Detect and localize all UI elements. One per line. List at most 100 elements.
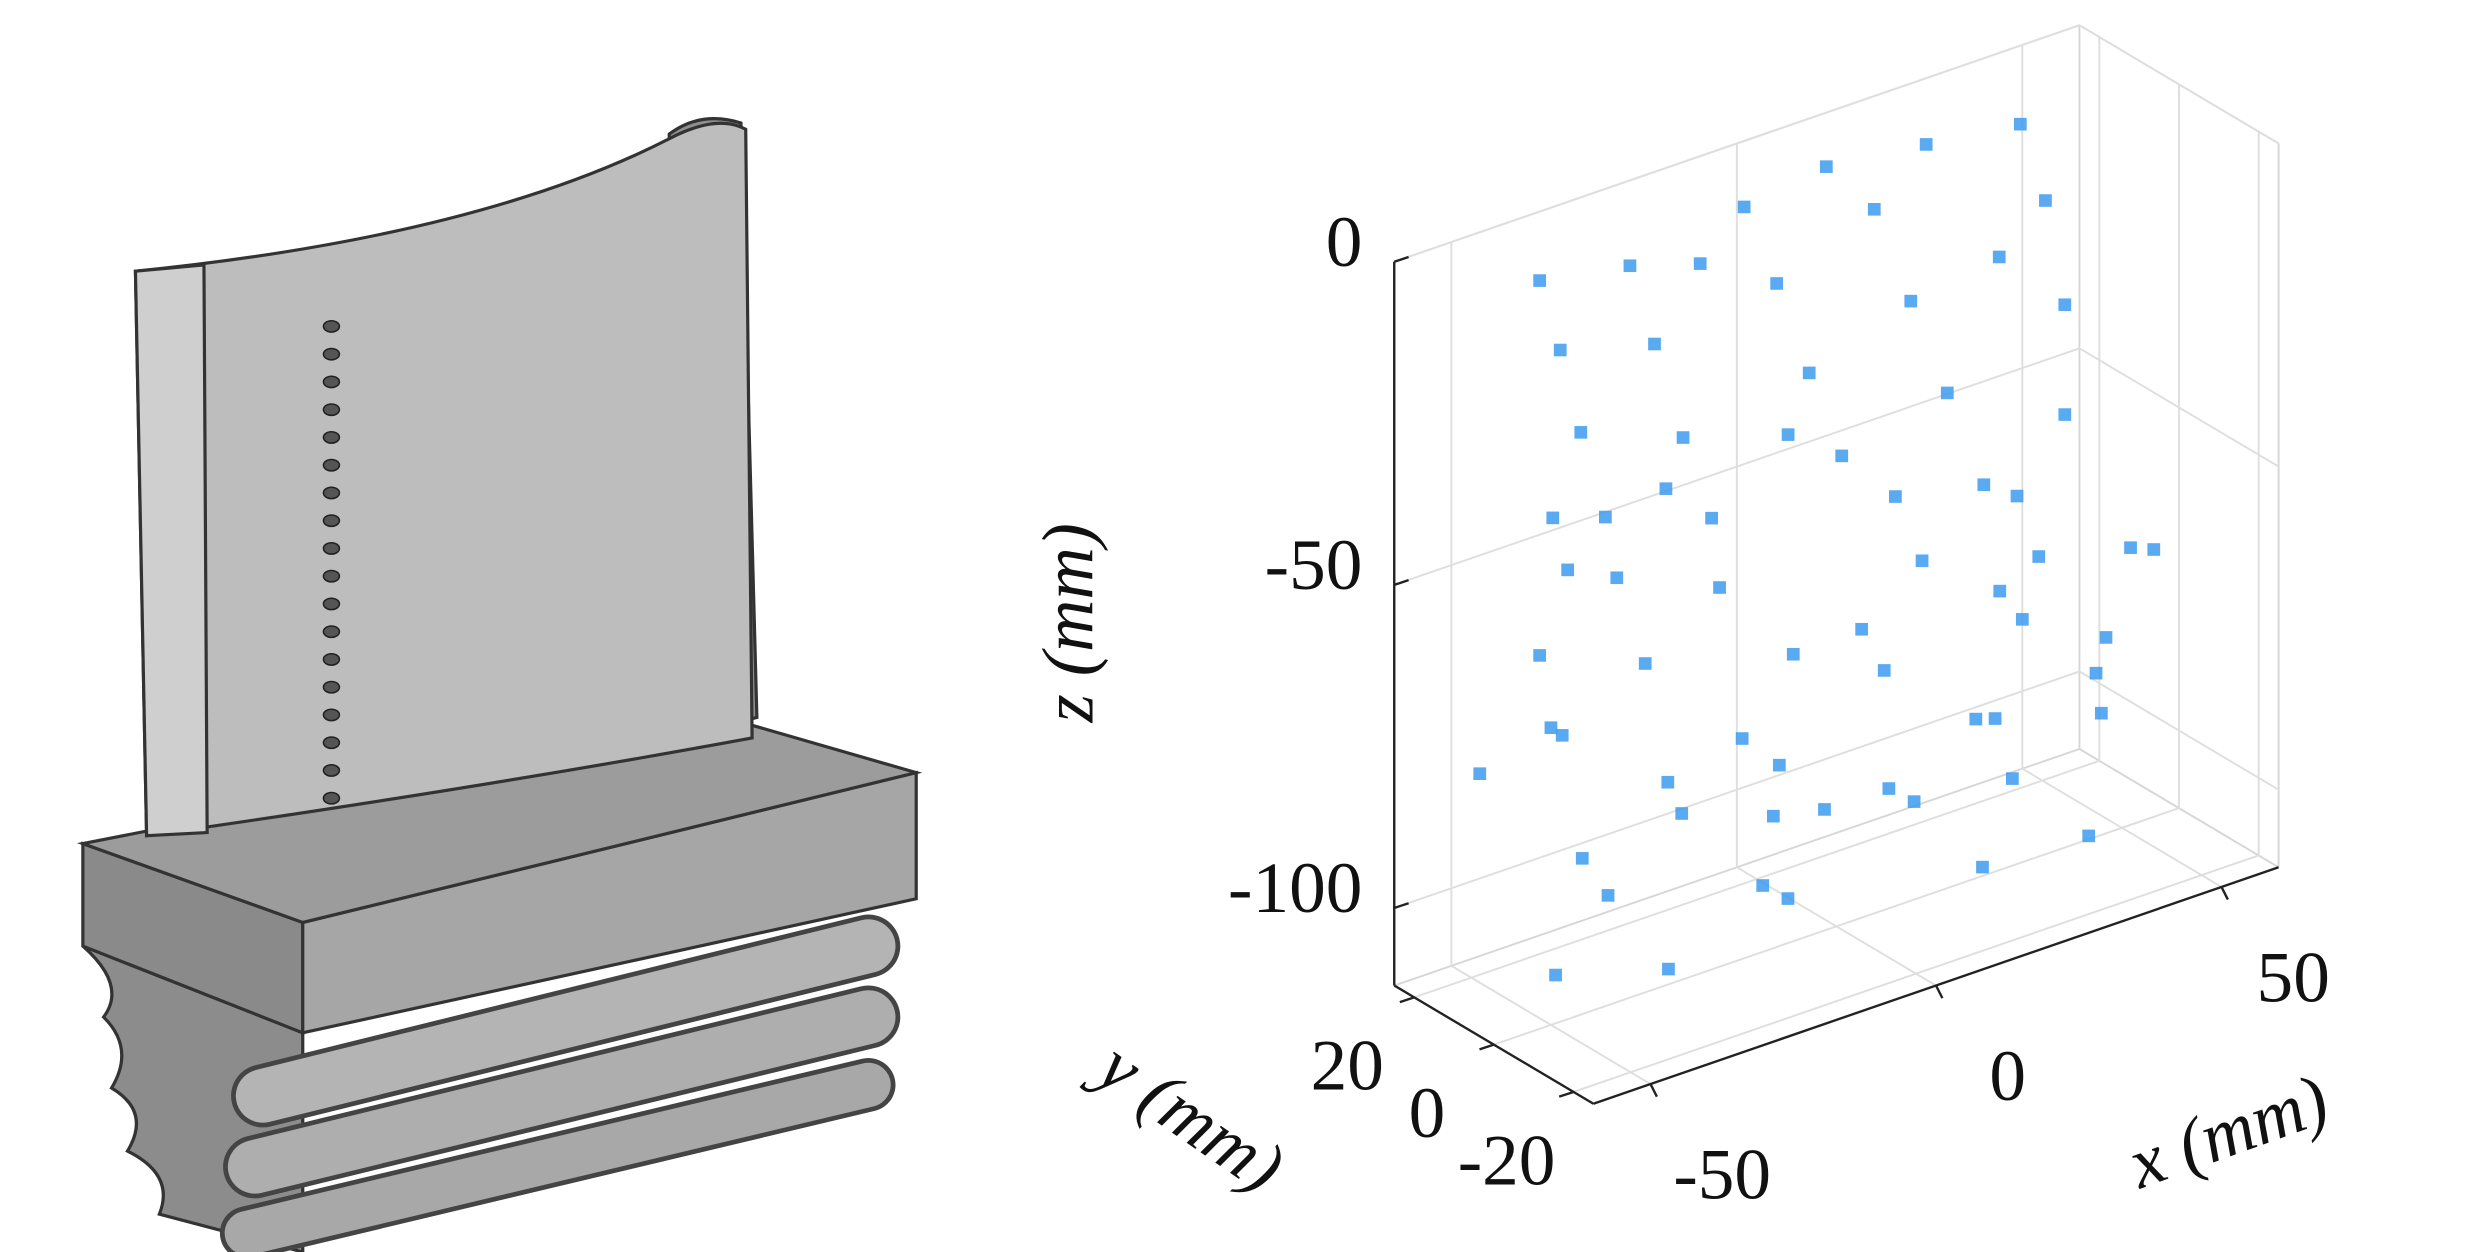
y-grid-line <box>1414 37 2099 997</box>
point <box>1473 767 1486 780</box>
x-tick-label: 0 <box>1989 1035 2026 1116</box>
point <box>1989 712 2002 725</box>
hole <box>323 598 339 609</box>
point <box>1993 251 2006 264</box>
point <box>1787 648 1800 661</box>
point <box>1549 969 1562 982</box>
point <box>1820 160 1833 173</box>
x-axis-label: x (mm) <box>2117 1059 2339 1205</box>
point <box>2039 194 2052 207</box>
point <box>1648 338 1661 351</box>
x-tick <box>1651 1084 1657 1097</box>
hole <box>323 737 339 748</box>
x-tick <box>2222 887 2228 900</box>
point <box>1610 571 1623 584</box>
x-tick <box>1936 986 1942 999</box>
point <box>1554 344 1567 357</box>
point <box>1908 795 1921 808</box>
point <box>1576 852 1589 865</box>
y-tick <box>1559 1092 1573 1097</box>
point <box>1770 277 1783 290</box>
y-grid-line <box>1494 84 2179 1044</box>
point <box>1602 889 1615 902</box>
point <box>1713 581 1726 594</box>
airfoil-edge <box>135 265 207 836</box>
point <box>1920 138 1933 151</box>
point <box>2124 541 2137 554</box>
point <box>1803 367 1816 380</box>
x-grid-line <box>1451 242 1650 1084</box>
y-tick <box>1479 1045 1493 1050</box>
point <box>1736 732 1749 745</box>
z-tick-label: -100 <box>1228 847 1362 928</box>
z-tick-label: 0 <box>1326 201 1363 282</box>
page: {"chart_data":{"type":"scatter3d", "xlab… <box>0 0 2473 1252</box>
point <box>1855 623 1868 636</box>
point <box>2014 118 2027 131</box>
point <box>1818 803 1831 816</box>
point <box>1883 782 1896 795</box>
z-tick <box>1394 257 1408 262</box>
point <box>1660 482 1673 495</box>
hole <box>323 765 339 776</box>
point <box>2095 707 2108 720</box>
hole <box>323 459 339 470</box>
point <box>2058 408 2071 421</box>
hole <box>323 682 339 693</box>
point <box>1661 776 1674 789</box>
point <box>1773 759 1786 772</box>
point <box>1969 713 1982 726</box>
hole <box>323 348 339 359</box>
x-tick-label: -50 <box>1673 1134 1771 1215</box>
point <box>1662 963 1675 976</box>
point <box>1868 203 1881 216</box>
hole <box>323 376 339 387</box>
scatter-3d: x (mm) y (mm) z (mm) -50050-20020-100-50… <box>1027 25 2339 1214</box>
y-tick-label: 20 <box>1311 1025 1384 1106</box>
point <box>2032 550 2045 563</box>
point <box>1904 295 1917 308</box>
point <box>1889 490 1902 503</box>
point <box>1545 721 1558 734</box>
point <box>1835 450 1848 463</box>
point <box>2090 667 2103 680</box>
hole <box>323 570 339 581</box>
point <box>1599 511 1612 524</box>
y-tick-label: -20 <box>1458 1120 1556 1201</box>
figure: x (mm) y (mm) z (mm) -50050-20020-100-50… <box>0 0 2473 1252</box>
point <box>2100 631 2113 644</box>
y-axis-label: y (mm) <box>1078 1021 1299 1208</box>
point <box>1561 564 1574 577</box>
z-axis-label: z (mm) <box>1027 523 1108 723</box>
z-tick <box>1394 580 1408 585</box>
hole <box>323 793 339 804</box>
point <box>2082 830 2095 843</box>
x-grid-line <box>1737 143 1936 985</box>
point <box>2147 543 2160 556</box>
y-tick <box>1400 997 1414 1002</box>
hole <box>323 404 339 415</box>
x-tick-label: 50 <box>2257 937 2330 1018</box>
hole <box>323 654 339 665</box>
point <box>1705 512 1718 525</box>
x-grid-line <box>2022 45 2221 887</box>
point <box>1677 431 1690 444</box>
point <box>1694 257 1707 270</box>
point <box>1977 478 1990 491</box>
point <box>1546 512 1559 525</box>
point <box>2058 298 2071 311</box>
point <box>1624 259 1637 272</box>
point <box>1675 807 1688 820</box>
point <box>2006 772 2019 785</box>
hole <box>323 487 339 498</box>
y-tick-label: 0 <box>1409 1072 1446 1153</box>
z-tick <box>1394 903 1408 908</box>
z-grid-line <box>1394 348 2278 585</box>
point <box>1533 274 1546 287</box>
hole <box>323 515 339 526</box>
point <box>1574 426 1587 439</box>
y-grid-line <box>1574 132 2259 1092</box>
hole <box>323 321 339 332</box>
z-grid-line <box>1394 25 2278 262</box>
hole <box>323 432 339 443</box>
